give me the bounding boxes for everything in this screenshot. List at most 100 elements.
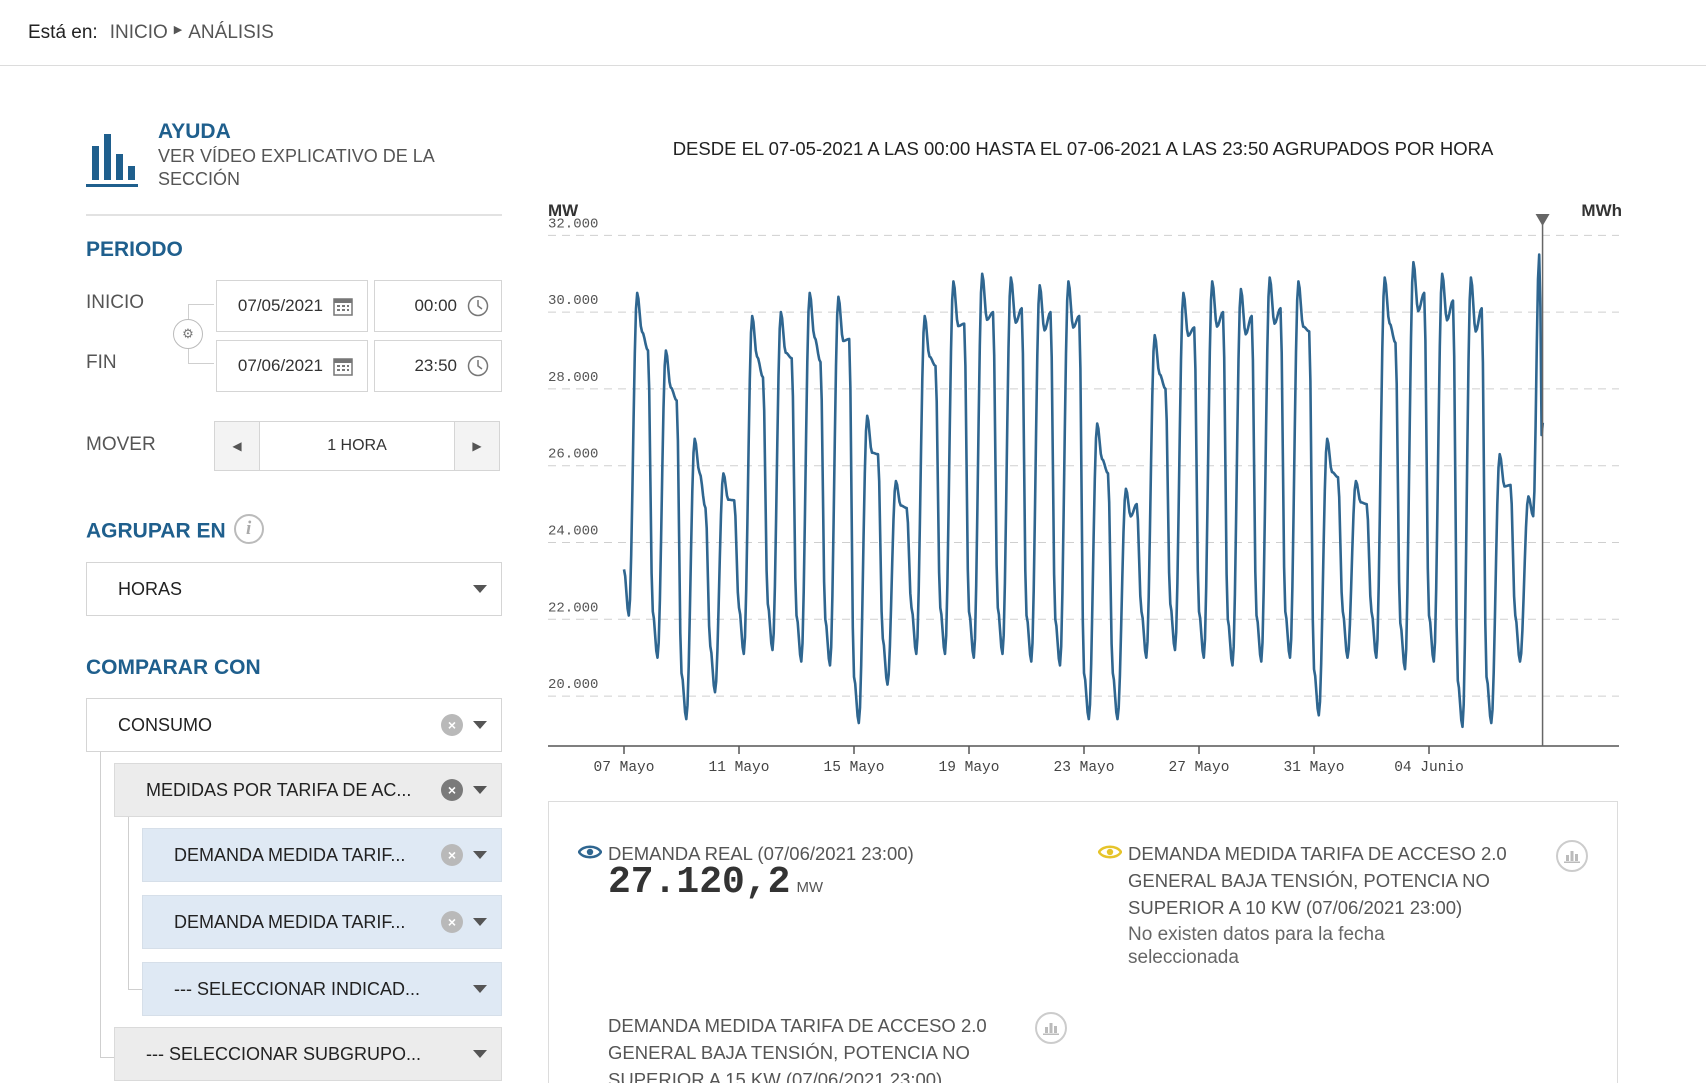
agrupar-title: AGRUPAR EN i [86, 514, 264, 547]
y-tick-label: 20.000 [548, 677, 598, 693]
eye-icon[interactable] [1098, 844, 1122, 860]
mini-chart-button[interactable] [1035, 1012, 1067, 1044]
chevron-down-icon [473, 985, 487, 993]
x-tick-label: 15 Mayo [824, 760, 885, 776]
x-tick-label: 23 Mayo [1054, 760, 1115, 776]
clock-icon[interactable] [467, 355, 489, 377]
mover-next-button[interactable]: ▶ [455, 422, 499, 470]
eye-icon[interactable] [578, 844, 602, 860]
breadcrumb-inicio-link[interactable]: INICIO [109, 21, 168, 43]
clear-icon[interactable]: × [441, 779, 463, 801]
legend-item-real: DEMANDA REAL (07/06/2021 23:00) 27.120,2… [578, 840, 1048, 904]
legend-real-label: DEMANDA REAL (07/06/2021 23:00) [608, 843, 914, 864]
inicio-time-value: 00:00 [414, 296, 457, 315]
agrupar-title-text: AGRUPAR EN [86, 519, 226, 543]
comparar-item-label: MEDIDAS POR TARIFA DE AC... [146, 779, 412, 800]
demand-line-chart[interactable]: MW MWh 20.000 22.000 24.000 26.000 28.000 30.00… [540, 200, 1630, 790]
comparar-item-label: --- SELECCIONAR SUBGRUPO... [146, 1043, 422, 1064]
chart-title: DESDE EL 07-05-2021 A LAS 00:00 HASTA EL… [672, 138, 1494, 159]
filter-panel: AYUDA VER VÍDEO EXPLICATIVO DE LA SECCIÓ… [86, 112, 502, 1083]
legend-tarifa10-nodata: No existen datos para la fecha seleccion… [1128, 924, 1385, 968]
help-video-link[interactable]: VER VÍDEO EXPLICATIVO DE LA SECCIÓN [158, 146, 434, 189]
comparar-select-medidas[interactable]: MEDIDAS POR TARIFA DE AC... × [114, 763, 502, 817]
inicio-date-field[interactable]: 07/05/2021 [216, 280, 368, 332]
fin-time-value: 23:50 [414, 356, 457, 375]
bar-chart-icon [1043, 1023, 1059, 1035]
help-title: AYUDA [158, 120, 231, 143]
agrupar-select[interactable]: HORAS [86, 562, 502, 616]
y-tick-label: 28.000 [548, 370, 598, 386]
inicio-label: INICIO [86, 292, 145, 313]
comparar-item-label: --- SELECCIONAR INDICAD... [174, 978, 421, 999]
y-tick-label: 24.000 [548, 524, 598, 540]
x-tick-label: 07 Mayo [594, 760, 655, 776]
chevron-down-icon [473, 721, 487, 729]
comparar-item-label: DEMANDA MEDIDA TARIF... [174, 844, 406, 865]
legend-tarifa10-label: DEMANDA MEDIDA TARIFA DE ACCESO 2.0 GENE… [1128, 843, 1507, 918]
comparar-item-label: CONSUMO [118, 714, 212, 735]
y-axis-unit-left: MW [548, 201, 579, 220]
y-axis-unit-right: MWh [1581, 201, 1622, 220]
mover-control: ◀ 1 HORA ▶ [214, 421, 500, 471]
breadcrumb-separator-icon: ▶ [173, 24, 183, 36]
bar-chart-icon [1564, 851, 1580, 863]
x-tick-label: 04 Junio [1394, 760, 1464, 776]
info-icon[interactable]: i [233, 514, 264, 544]
comparar-select-demanda-1[interactable]: DEMANDA MEDIDA TARIF... × [142, 828, 502, 882]
fin-date-field[interactable]: 07/06/2021 [216, 340, 368, 392]
y-tick-label: 32.000 [548, 216, 598, 232]
periodo-title: PERIODO [86, 238, 183, 261]
tree-connector [128, 816, 142, 990]
calendar-icon[interactable] [333, 296, 353, 316]
agrupar-value: HORAS [118, 578, 183, 599]
series-line-demanda-real [622, 253, 1545, 729]
comparar-select-indicador[interactable]: --- SELECCIONAR INDICAD... [142, 962, 502, 1016]
y-tick-label: 30.000 [548, 293, 598, 309]
comparar-title: COMPARAR CON [86, 656, 261, 679]
date-link-icon[interactable]: ⚙ [173, 319, 203, 349]
bar-chart-icon [86, 134, 138, 187]
caret-left-icon: ◀ [232, 439, 242, 453]
legend-item-tarifa-10kw: DEMANDA MEDIDA TARIFA DE ACCESO 2.0 GENE… [1098, 840, 1538, 969]
clear-icon[interactable]: × [441, 714, 463, 736]
clear-icon[interactable]: × [441, 844, 463, 866]
help-section: AYUDA VER VÍDEO EXPLICATIVO DE LA SECCIÓ… [86, 112, 502, 216]
chevron-down-icon [473, 585, 487, 593]
x-tick-label: 31 Mayo [1284, 760, 1345, 776]
x-tick-label: 11 Mayo [709, 760, 770, 776]
tree-connector [100, 752, 114, 1058]
fin-date-value: 07/06/2021 [237, 356, 323, 375]
comparar-select-subgrupo[interactable]: --- SELECCIONAR SUBGRUPO... [114, 1027, 502, 1081]
inicio-date-value: 07/05/2021 [237, 296, 323, 315]
clear-icon[interactable]: × [441, 911, 463, 933]
inicio-time-field[interactable]: 00:00 [374, 280, 502, 332]
x-tick-label: 19 Mayo [939, 760, 1000, 776]
chevron-down-icon [473, 851, 487, 859]
clock-icon[interactable] [467, 295, 489, 317]
mini-chart-button[interactable] [1556, 840, 1588, 872]
comparar-select-demanda-2[interactable]: DEMANDA MEDIDA TARIF... × [142, 895, 502, 949]
calendar-icon[interactable] [333, 356, 353, 376]
legend-tarifa15-label: DEMANDA MEDIDA TARIFA DE ACCESO 2.0 GENE… [608, 1015, 987, 1083]
breadcrumb: Está en: INICIO ▶ ANÁLISIS [0, 0, 1706, 66]
comparar-item-label: DEMANDA MEDIDA TARIF... [174, 911, 406, 932]
chevron-down-icon [473, 1050, 487, 1058]
mover-prev-button[interactable]: ◀ [215, 422, 259, 470]
fin-label: FIN [86, 352, 117, 373]
legend-item-tarifa-15kw: DEMANDA MEDIDA TARIFA DE ACCESO 2.0 GENE… [608, 1012, 1028, 1083]
fin-time-field[interactable]: 23:50 [374, 340, 502, 392]
breadcrumb-analisis-link[interactable]: ANÁLISIS [188, 21, 274, 43]
y-tick-label: 26.000 [548, 447, 598, 463]
legend-real-unit: MW [796, 879, 824, 896]
mover-value[interactable]: 1 HORA [259, 422, 455, 470]
chevron-down-icon [473, 786, 487, 794]
chevron-down-icon [473, 918, 487, 926]
comparar-select-consumo[interactable]: CONSUMO × [86, 698, 502, 752]
legend-real-value: 27.120,2 [608, 861, 791, 904]
x-tick-label: 27 Mayo [1169, 760, 1230, 776]
breadcrumb-label: Está en: [28, 21, 98, 43]
y-tick-label: 22.000 [548, 600, 598, 616]
mover-label: MOVER [86, 434, 156, 455]
caret-right-icon: ▶ [472, 439, 482, 453]
legend-panel: DEMANDA REAL (07/06/2021 23:00) 27.120,2… [548, 801, 1618, 1083]
